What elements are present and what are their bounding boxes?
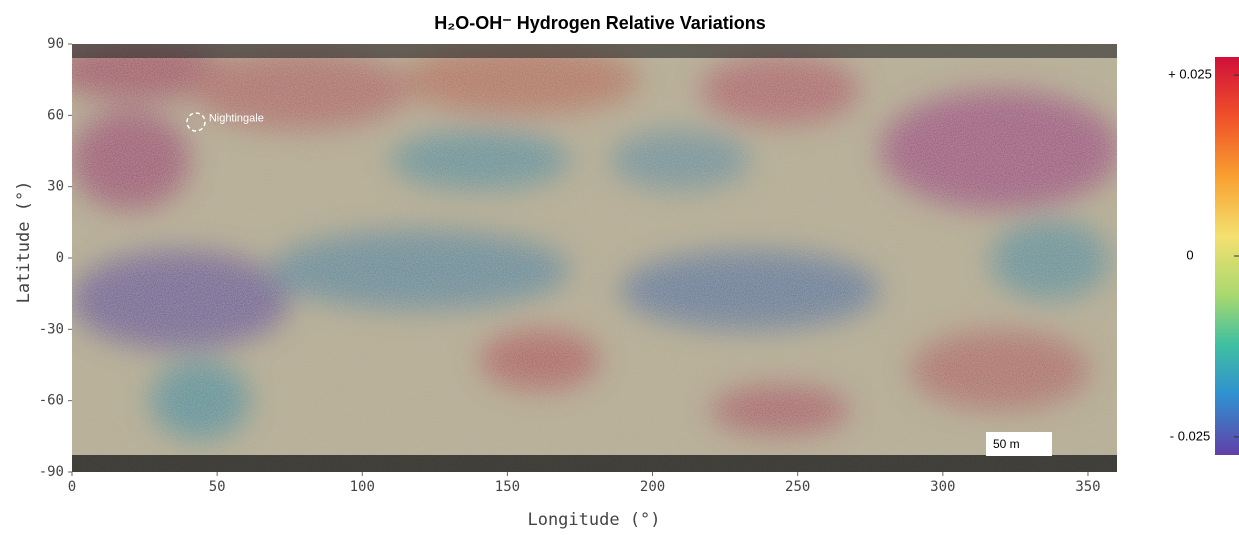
colorbar-tick-label: + 0.025 (1168, 67, 1212, 82)
y-tick-label: -90 (39, 464, 64, 480)
x-axis-label: Longitude (°) (527, 510, 660, 530)
y-axis-label: Latitude (°) (14, 181, 34, 304)
x-tick-label: 350 (1075, 479, 1100, 495)
x-tick-label: 0 (68, 479, 76, 495)
map-image (72, 44, 1117, 472)
scale-bar-box (986, 432, 1052, 456)
x-tick-label: 200 (640, 479, 665, 495)
colorbar-tick-label: - 0.025 (1170, 428, 1210, 443)
annotation-marker (186, 112, 206, 132)
x-tick-label: 300 (930, 479, 955, 495)
x-tick-label: 50 (209, 479, 226, 495)
x-tick-label: 100 (350, 479, 375, 495)
scale-bar-label: 50 m (993, 437, 1020, 451)
y-tick-label: -60 (39, 393, 64, 409)
chart-title: H₂O-OH⁻ Hydrogen Relative Variations (434, 13, 766, 33)
colorbar-tick-label: 0 (1186, 247, 1193, 262)
y-tick-label: -30 (39, 321, 64, 337)
annotation: Nightingale (209, 112, 264, 124)
y-tick-label: 30 (47, 179, 64, 195)
y-tick-label: 60 (47, 107, 64, 123)
y-tick-label: 90 (47, 36, 64, 52)
x-tick-label: 250 (785, 479, 810, 495)
x-tick-label: 150 (495, 479, 520, 495)
y-tick-label: 0 (56, 250, 64, 266)
